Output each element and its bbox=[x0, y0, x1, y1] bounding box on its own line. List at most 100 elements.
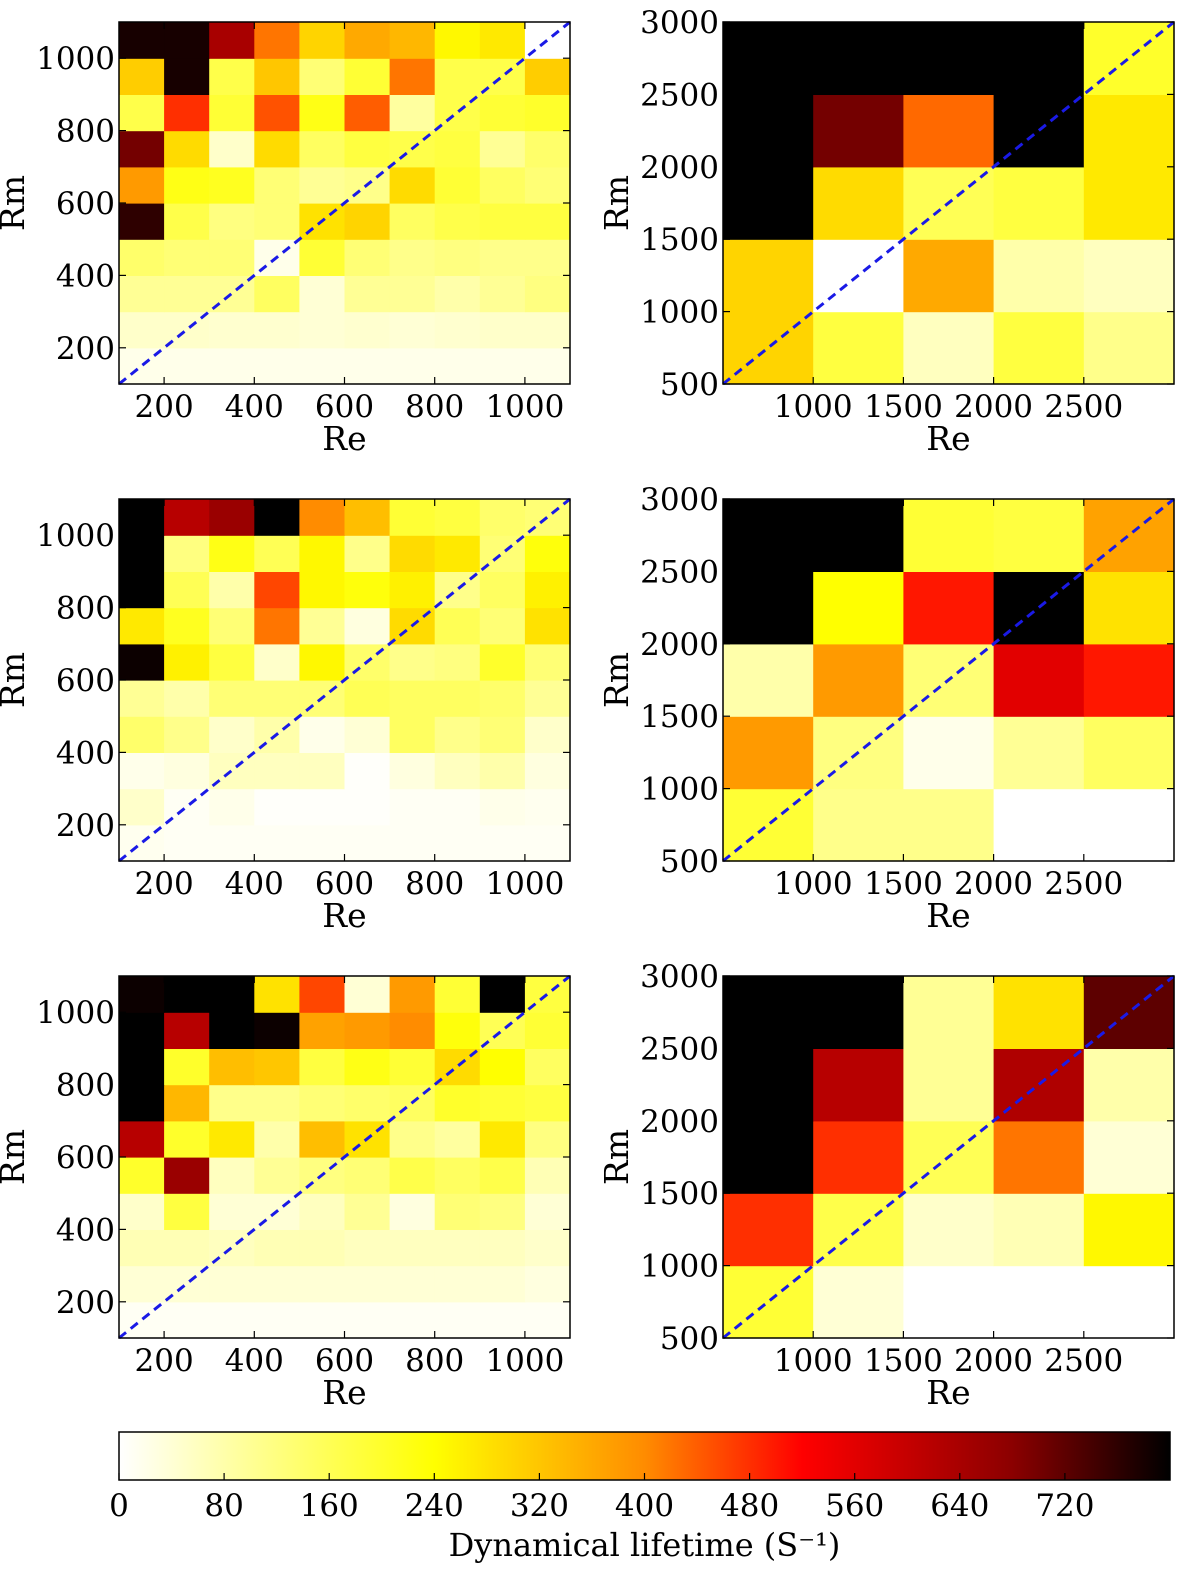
heatmap-cell bbox=[903, 1048, 995, 1122]
heatmap-cell bbox=[993, 716, 1085, 790]
heatmap-cell bbox=[299, 1193, 346, 1230]
heatmap-cell bbox=[344, 607, 391, 645]
heatmap-cell bbox=[993, 643, 1085, 717]
heatmap-cell bbox=[524, 239, 571, 276]
heatmap-cell bbox=[119, 275, 165, 313]
heatmap-cell bbox=[903, 239, 995, 313]
heatmap-cell bbox=[723, 643, 814, 717]
heatmap-cell bbox=[389, 1229, 436, 1267]
x-tick-label: 1000 bbox=[485, 866, 564, 902]
x-tick-label: 1500 bbox=[864, 1343, 943, 1379]
heatmap-cell bbox=[119, 203, 165, 240]
heatmap-cell bbox=[119, 311, 165, 349]
y-tick-label: 400 bbox=[56, 1212, 115, 1248]
heatmap-cell bbox=[434, 824, 481, 862]
heatmap-cell bbox=[993, 22, 1085, 95]
heatmap-panel-middle-right: 1000 1500 2000 2500 500 1000 1500 2000 2500 3000 R… bbox=[597, 482, 1175, 935]
heatmap-cell bbox=[254, 752, 300, 790]
heatmap-cell bbox=[479, 1301, 526, 1339]
heatmap-cell bbox=[434, 716, 481, 753]
heatmap-cell bbox=[723, 239, 814, 313]
y-tick-label: 1500 bbox=[640, 1176, 719, 1212]
heatmap-cell bbox=[524, 752, 571, 790]
heatmap-cell bbox=[479, 1265, 526, 1303]
heatmap-cell bbox=[209, 94, 255, 132]
x-tick-label: 2500 bbox=[1044, 866, 1123, 902]
heatmap-cell bbox=[993, 788, 1085, 862]
heatmap-cell bbox=[209, 58, 255, 95]
heatmap-cell bbox=[299, 239, 346, 276]
heatmap-cell bbox=[813, 788, 904, 862]
heatmap-cell bbox=[389, 752, 436, 790]
heatmap-cell bbox=[164, 275, 210, 313]
heatmap-cell bbox=[299, 1012, 346, 1049]
heatmap-cell bbox=[119, 166, 165, 204]
heatmap-cell bbox=[993, 239, 1085, 313]
heatmap-cell bbox=[903, 499, 995, 572]
heatmap-cell bbox=[389, 535, 436, 572]
heatmap-cell bbox=[993, 1193, 1085, 1267]
colorbar-tick-label: 560 bbox=[825, 1488, 884, 1524]
heatmap-cell bbox=[344, 1157, 391, 1194]
heatmap-cell bbox=[344, 1048, 391, 1086]
heatmap-cell bbox=[344, 311, 391, 349]
heatmap-cell bbox=[524, 1229, 571, 1267]
y-tick-label: 3000 bbox=[640, 5, 719, 41]
heatmap-cell bbox=[723, 976, 814, 1049]
heatmap-cell bbox=[299, 58, 346, 95]
x-axis-label: Re bbox=[926, 896, 970, 935]
y-tick-label: 2500 bbox=[640, 554, 719, 590]
heatmap-cell bbox=[254, 130, 300, 168]
heatmap-cell bbox=[164, 1301, 210, 1339]
heatmap-cell bbox=[813, 643, 904, 717]
heatmap-cell bbox=[479, 203, 526, 240]
heatmap-cell bbox=[524, 643, 571, 681]
heatmap-cell bbox=[209, 1193, 255, 1230]
heatmap-cell bbox=[389, 311, 436, 349]
y-tick-label: 2000 bbox=[640, 627, 719, 663]
heatmap-cell bbox=[209, 347, 255, 385]
heatmap-cell bbox=[254, 976, 300, 1013]
heatmap-cell bbox=[119, 535, 165, 572]
heatmap-cell bbox=[119, 58, 165, 95]
heatmap-cell bbox=[1083, 1048, 1175, 1122]
heatmap-cell bbox=[164, 22, 210, 59]
heatmap-cell bbox=[209, 788, 255, 826]
heatmap-cell bbox=[434, 788, 481, 826]
heatmap-cell bbox=[209, 716, 255, 753]
heatmap-panel-bottom-left: 200 400 600 800 1000 200 400 600 800 1000 Re Rm bbox=[0, 974, 571, 1412]
heatmap-cell bbox=[254, 58, 300, 95]
heatmap-cell bbox=[389, 166, 436, 204]
y-tick-label: 2500 bbox=[640, 77, 719, 113]
heatmap-cell bbox=[524, 58, 571, 95]
heatmap-cell bbox=[344, 1265, 391, 1303]
heatmap-cell bbox=[299, 643, 346, 681]
heatmap-cell bbox=[299, 347, 346, 385]
colorbar-tick-label: 80 bbox=[204, 1488, 243, 1524]
heatmap-cell bbox=[479, 166, 526, 204]
y-tick-label: 600 bbox=[56, 663, 115, 699]
heatmap-cell bbox=[344, 1193, 391, 1230]
heatmap-cell bbox=[479, 347, 526, 385]
y-tick-label: 800 bbox=[56, 591, 115, 627]
heatmap-cell bbox=[524, 94, 571, 132]
heatmap-cell bbox=[434, 1012, 481, 1049]
heatmap-cell bbox=[434, 275, 481, 313]
heatmap-cell bbox=[299, 499, 346, 536]
heatmap-cell bbox=[903, 976, 995, 1049]
x-tick-label: 1000 bbox=[485, 389, 564, 425]
heatmap-cell bbox=[723, 571, 814, 645]
heatmap-cell bbox=[434, 643, 481, 681]
heatmap-cell bbox=[479, 752, 526, 790]
x-tick-label: 2000 bbox=[954, 389, 1033, 425]
heatmap-cell bbox=[479, 680, 526, 717]
heatmap-cell bbox=[299, 716, 346, 753]
x-tick-label: 2000 bbox=[954, 1343, 1033, 1379]
heatmap-cell bbox=[209, 571, 255, 609]
heatmap-cell bbox=[299, 607, 346, 645]
heatmap-cell bbox=[524, 1193, 571, 1230]
heatmap-cell bbox=[479, 94, 526, 132]
x-tick-label: 1000 bbox=[774, 866, 853, 902]
heatmap-cell bbox=[344, 1012, 391, 1049]
heatmap-cell bbox=[524, 1301, 571, 1339]
